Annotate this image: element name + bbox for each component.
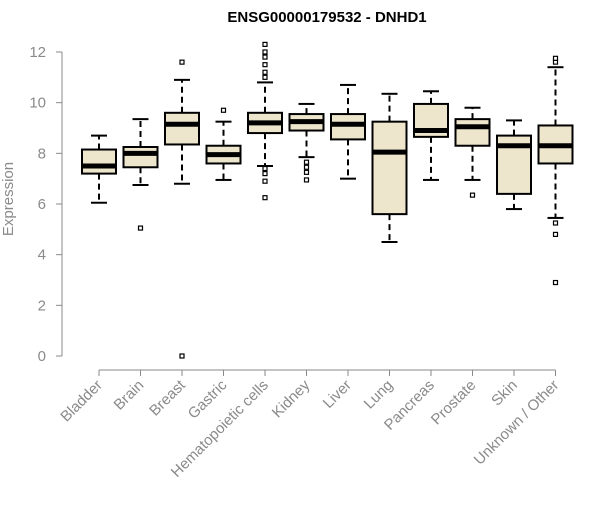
- x-category-label: Skin: [488, 377, 521, 410]
- y-tick-label: 12: [29, 44, 46, 61]
- outlier-point: [179, 353, 185, 359]
- outlier-point: [303, 177, 310, 183]
- outlier-point: [262, 49, 268, 55]
- box-group: [81, 134, 117, 204]
- outlier-point: [552, 231, 559, 237]
- x-category-label: Breast: [146, 376, 189, 419]
- x-category-label: Prostate: [428, 377, 480, 429]
- x-category-label: Brain: [111, 377, 148, 414]
- box-group: [122, 118, 159, 231]
- outlier-point: [262, 195, 268, 201]
- outlier-point: [303, 164, 310, 170]
- y-tick-label: 10: [29, 95, 46, 112]
- outlier-point: [262, 69, 268, 75]
- outlier-point: [552, 220, 559, 226]
- outlier-point: [262, 62, 268, 68]
- y-axis: 0 2 4 6 8 10 12: [29, 44, 63, 365]
- iqr-box: [122, 146, 159, 169]
- box-series: [81, 41, 574, 359]
- iqr-box: [371, 120, 408, 216]
- y-tick-label: 0: [38, 348, 46, 365]
- iqr-box: [330, 113, 366, 141]
- box-group: [371, 92, 408, 243]
- outlier-point: [552, 55, 559, 61]
- y-tick-label: 4: [38, 247, 46, 264]
- box-group: [247, 41, 283, 201]
- iqr-box: [454, 118, 491, 147]
- outlier-point: [179, 59, 185, 65]
- y-tick-label: 6: [38, 196, 46, 213]
- outlier-point: [262, 74, 268, 80]
- box-group: [537, 55, 574, 286]
- box-group: [205, 107, 242, 181]
- outlier-point: [262, 54, 268, 60]
- x-category-label: Liver: [320, 377, 355, 412]
- outlier-point: [303, 169, 310, 175]
- y-tick-label: 2: [38, 297, 46, 314]
- iqr-box: [164, 111, 200, 146]
- x-category-label: Lung: [361, 377, 397, 413]
- box-group: [496, 119, 532, 211]
- outlier-point: [262, 171, 268, 177]
- box-group: [413, 90, 449, 181]
- x-category-label: Bladder: [57, 377, 106, 426]
- outlier-point: [137, 225, 144, 231]
- y-tick-label: 8: [38, 145, 46, 162]
- box-group: [454, 106, 491, 198]
- outlier-point: [220, 107, 227, 113]
- outlier-point: [262, 41, 268, 48]
- chart-title: ENSG00000179532 - DNHD1: [227, 9, 426, 26]
- outlier-point: [552, 279, 559, 286]
- outlier-point: [262, 178, 268, 184]
- box-group: [288, 102, 325, 183]
- outlier-point: [262, 165, 268, 172]
- box-group: [330, 83, 366, 180]
- iqr-box: [81, 148, 117, 175]
- outlier-point: [303, 159, 310, 165]
- x-category-label: Kidney: [269, 376, 314, 421]
- y-axis-label: Expression: [0, 162, 17, 236]
- outlier-point: [469, 192, 476, 198]
- box-group: [164, 59, 200, 359]
